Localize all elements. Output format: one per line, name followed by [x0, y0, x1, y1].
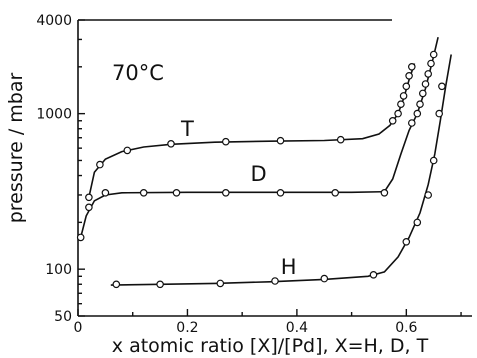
x-axis-title: x atomic ratio [X]/[Pd], X=H, D, T — [112, 335, 429, 357]
data-point-D — [85, 203, 93, 212]
x-tick-label: 0.6 — [395, 320, 417, 336]
data-point-T — [399, 92, 408, 100]
x-tick-label: 0 — [74, 320, 83, 336]
data-point-T — [397, 100, 405, 109]
data-point-H — [369, 270, 378, 279]
data-point-D — [172, 189, 181, 197]
data-point-H — [156, 280, 164, 289]
data-point-D — [222, 189, 230, 197]
data-point-T — [222, 137, 230, 146]
data-point-T — [85, 193, 93, 202]
y-tick-label: 100 — [45, 262, 72, 278]
series-label-H: H — [281, 255, 297, 279]
data-point-D — [276, 189, 285, 197]
axes: 0 0.2 0.4 0.6 50 100 1000 4000 — [36, 13, 472, 336]
data-point-D — [331, 189, 340, 197]
data-point-T — [407, 63, 416, 71]
data-point-T — [96, 160, 104, 169]
data-point-T — [394, 109, 402, 118]
data-points — [76, 50, 446, 289]
x-tick-label: 0.2 — [176, 320, 198, 336]
data-point-D — [380, 189, 389, 197]
data-point-D — [424, 70, 433, 78]
data-point-D — [421, 80, 430, 88]
series-label-D: D — [250, 162, 266, 186]
data-point-T — [402, 82, 411, 91]
data-point-D — [139, 189, 148, 197]
x-tick-label: 0.4 — [286, 320, 308, 336]
data-point-T — [336, 135, 345, 144]
data-point-H — [402, 238, 411, 246]
data-point-D — [429, 50, 438, 59]
data-point-H — [413, 218, 422, 227]
data-point-T — [167, 140, 175, 148]
temperature-annotation: 70°C — [112, 61, 164, 85]
data-point-D — [101, 189, 110, 197]
data-point-D — [416, 100, 424, 109]
data-point-H — [320, 274, 329, 283]
data-point-D — [76, 233, 85, 242]
data-point-H — [112, 280, 121, 289]
data-point-D — [413, 109, 422, 118]
y-axis-title: pressure / mbar — [5, 73, 27, 224]
y-tick-label: 1000 — [36, 107, 72, 123]
y-tick-label: 4000 — [36, 13, 72, 29]
data-point-T — [405, 72, 413, 80]
series-labels: T D H — [180, 117, 297, 279]
data-point-H — [216, 279, 225, 288]
series-line-H — [110, 54, 452, 286]
series-label-T: T — [180, 117, 194, 141]
data-point-T — [123, 146, 132, 155]
y-tick-label: 50 — [54, 309, 72, 325]
data-point-H — [438, 82, 446, 91]
data-point-H — [435, 109, 444, 118]
data-point-D — [418, 89, 427, 98]
data-point-T — [276, 136, 285, 145]
data-point-T — [388, 117, 397, 125]
data-point-D — [427, 59, 435, 68]
data-point-H — [271, 277, 279, 285]
data-point-H — [424, 191, 433, 199]
data-point-D — [407, 119, 416, 127]
data-point-H — [429, 156, 438, 165]
